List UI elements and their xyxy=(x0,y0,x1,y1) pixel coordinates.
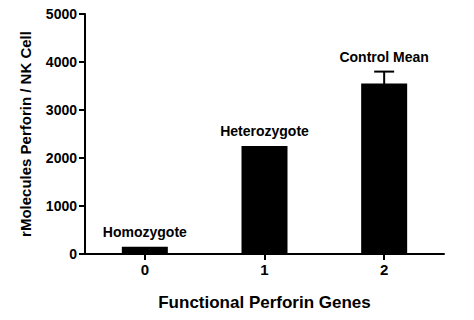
svg-text:Homozygote: Homozygote xyxy=(103,224,187,240)
svg-text:0: 0 xyxy=(141,261,149,278)
svg-text:rMolecules Perforin / NK Cell: rMolecules Perforin / NK Cell xyxy=(17,31,34,237)
svg-text:4000: 4000 xyxy=(46,54,77,70)
svg-text:2: 2 xyxy=(380,261,388,278)
svg-text:Heterozygote: Heterozygote xyxy=(220,123,309,139)
svg-text:Functional Perforin Genes: Functional Perforin Genes xyxy=(158,293,371,312)
svg-text:Control Mean: Control Mean xyxy=(339,49,428,65)
svg-text:5000: 5000 xyxy=(46,6,77,22)
svg-text:0: 0 xyxy=(69,246,77,262)
svg-text:1: 1 xyxy=(260,261,268,278)
svg-text:1000: 1000 xyxy=(46,198,77,214)
svg-text:2000: 2000 xyxy=(46,150,77,166)
svg-text:3000: 3000 xyxy=(46,102,77,118)
